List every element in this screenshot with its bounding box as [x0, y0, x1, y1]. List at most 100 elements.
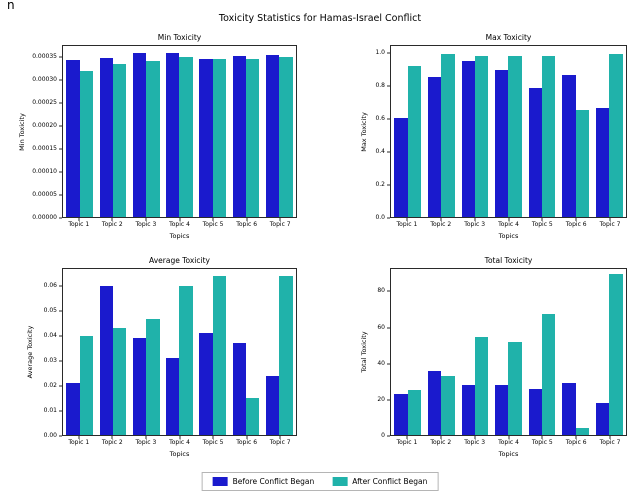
bar-after-topic-4	[179, 57, 193, 217]
bar-after-topic-4	[179, 286, 193, 435]
y-tick-mark	[59, 385, 62, 387]
bar-group-topic-6	[229, 269, 262, 435]
y-tick-mark	[387, 327, 390, 329]
bar-before-topic-5	[528, 88, 543, 217]
bar-before-topic-7	[595, 107, 610, 217]
bar-group-topic-4	[492, 46, 526, 217]
bar-group-topic-7	[592, 46, 626, 217]
y-tick-mark	[387, 52, 390, 54]
x-tick-label: Topic 5	[531, 439, 553, 446]
bar-before-topic-7	[266, 375, 280, 435]
x-tick-mark	[406, 218, 408, 221]
x-tick-mark	[440, 218, 442, 221]
y-tick-mark	[387, 118, 390, 120]
x-tick-label: Topic 5	[202, 221, 224, 228]
y-tick-label: 80	[377, 287, 385, 295]
y-tick-label: 0.4	[375, 148, 385, 156]
y-tick-label: 0.0	[375, 214, 385, 221]
x-tick-label: Topic 6	[236, 439, 258, 446]
bar-before-topic-1	[66, 382, 80, 435]
y-tick-mark	[387, 217, 390, 219]
bar-group-topic-7	[263, 269, 296, 435]
y-tick-mark	[59, 310, 62, 312]
bar-after-topic-6	[246, 59, 260, 217]
bar-after-topic-6	[246, 397, 260, 435]
subplot-title-average: Average Toxicity	[149, 256, 210, 265]
x-tick-label: Topic 5	[531, 221, 553, 228]
y-tick-label: 0.00035	[32, 52, 57, 60]
bar-group-topic-6	[229, 46, 262, 217]
y-tick-label: 0	[381, 432, 385, 439]
y-tick-mark	[59, 360, 62, 362]
x-tick-label: Topic 7	[269, 221, 291, 228]
x-tick-label: Topic 2	[101, 439, 123, 446]
y-axis-label-average: Average Toxicity	[26, 325, 34, 379]
y-tick-label: 0.00030	[32, 75, 57, 83]
x-tick-mark	[508, 436, 509, 439]
bar-after-topic-2	[441, 54, 455, 217]
x-tick-mark	[78, 436, 80, 439]
x-tick-label: Topic 2	[430, 221, 452, 228]
legend-swatch-before-conflict	[212, 477, 228, 486]
y-tick-label: 40	[377, 359, 385, 367]
subplot-title-total: Total Toxicity	[484, 256, 533, 265]
plot-area-min	[62, 45, 297, 218]
bar-before-topic-5	[199, 58, 213, 217]
bar-after-topic-5	[542, 313, 556, 435]
x-tick-label: Topic 4	[498, 439, 519, 446]
y-tick-label: 1.0	[375, 49, 385, 57]
subplot-title-min: Min Toxicity	[157, 33, 202, 42]
bar-group-topic-6	[559, 46, 593, 217]
y-tick-mark	[387, 184, 390, 186]
x-tick-label: Topic 6	[565, 221, 587, 228]
bar-after-topic-7	[609, 54, 623, 217]
y-tick-mark	[387, 290, 390, 292]
bar-after-topic-3	[146, 61, 160, 217]
legend-entry-after-conflict: After Conflict Began	[332, 477, 427, 486]
y-tick-mark	[387, 363, 390, 365]
y-tick-label: 0.00020	[32, 121, 57, 129]
bar-group-topic-4	[163, 269, 196, 435]
y-tick-label: 0.01	[43, 406, 57, 414]
page-text-fragment: n	[7, 0, 15, 12]
bar-after-topic-2	[112, 328, 127, 435]
bar-group-topic-2	[96, 269, 129, 435]
subplot-title-max: Max Toxicity	[485, 33, 532, 42]
bar-before-topic-6	[562, 383, 576, 435]
bar-after-topic-3	[474, 55, 489, 217]
bar-before-topic-4	[495, 385, 509, 435]
bar-group-topic-7	[592, 269, 626, 435]
bar-after-topic-2	[441, 376, 455, 435]
y-tick-mark	[59, 285, 62, 287]
bar-after-topic-2	[112, 64, 127, 217]
bar-before-topic-1	[394, 117, 408, 217]
y-axis-label-max: Max Toxicity	[360, 111, 368, 152]
bar-before-topic-7	[595, 402, 610, 435]
x-tick-mark	[541, 436, 543, 439]
bar-before-topic-2	[427, 370, 442, 435]
legend: Before Conflict Began After Conflict Beg…	[201, 472, 439, 491]
bar-after-topic-1	[407, 65, 422, 217]
x-tick-mark	[541, 218, 543, 221]
legend-swatch-after-conflict	[332, 477, 348, 486]
legend-label-after-conflict: After Conflict Began	[352, 477, 428, 486]
y-tick-label: 0.04	[43, 331, 57, 339]
y-tick-label: 0.00010	[32, 167, 57, 175]
bar-group-topic-3	[458, 269, 492, 435]
bar-after-topic-6	[575, 427, 590, 435]
bar-before-topic-6	[562, 75, 576, 217]
x-tick-mark	[575, 218, 577, 221]
y-tick-mark	[387, 151, 390, 153]
figure-title: Toxicity Statistics for Hamas-Israel Con…	[218, 13, 422, 24]
x-axis-label-min: Topics	[169, 232, 190, 240]
bar-before-topic-6	[232, 343, 247, 435]
bar-after-topic-4	[508, 55, 522, 217]
subplot-min-toxicity: Min Toxicity Min Toxicity Topics 0.00000…	[18, 33, 297, 240]
bar-before-topic-2	[99, 286, 113, 435]
bar-before-topic-3	[132, 52, 147, 217]
x-tick-mark	[179, 436, 180, 439]
bar-after-topic-6	[575, 109, 590, 217]
bar-before-topic-1	[394, 393, 408, 435]
x-tick-label: Topic 1	[396, 221, 418, 228]
x-tick-label: Topic 1	[396, 439, 418, 446]
